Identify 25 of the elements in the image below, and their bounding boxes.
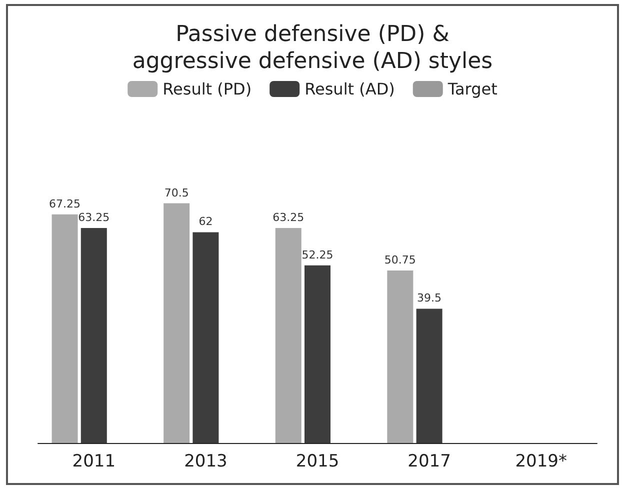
data-label: 62: [198, 215, 213, 228]
x-tick-label: 2011: [72, 452, 116, 472]
bar: [164, 203, 190, 443]
bar: [80, 228, 107, 443]
bar: [275, 228, 302, 443]
data-label: 63.25: [78, 210, 110, 224]
x-tick-label: 2017: [408, 452, 451, 472]
data-label: 67.25: [49, 197, 81, 210]
data-label: 52.25: [302, 248, 334, 262]
legend-label: Result (PD): [162, 80, 252, 98]
bar: [192, 232, 219, 443]
bar: [416, 308, 442, 443]
legend-label: Result (AD): [304, 80, 395, 98]
data-label: 50.75: [384, 253, 416, 266]
data-label: 70.5: [164, 186, 189, 200]
bar: [304, 265, 330, 443]
bar: [52, 214, 78, 443]
chart-title: Passive defensive (PD) & aggressive defensive (AD) styles: [132, 22, 493, 74]
data-label: 63.25: [272, 210, 304, 224]
x-tick-label: 2013: [184, 452, 228, 472]
x-tick-label: 2015: [296, 452, 340, 472]
bar: [387, 270, 414, 443]
x-tick-label: 2019*: [515, 452, 567, 472]
legend-label: Target: [446, 80, 498, 98]
data-label: 39.5: [417, 292, 442, 305]
